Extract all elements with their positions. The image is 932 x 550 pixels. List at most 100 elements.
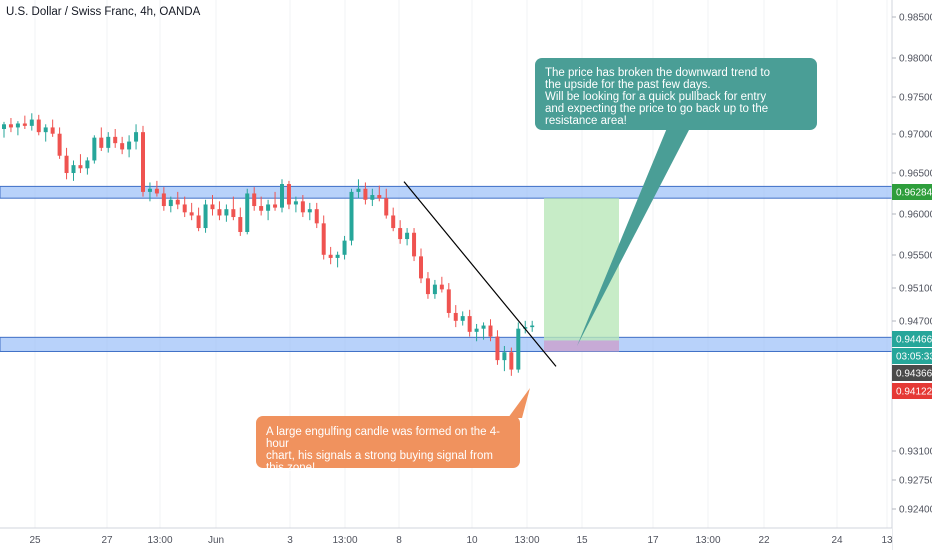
price-tag — [892, 184, 932, 200]
price-tick-label: 0.97500 — [899, 93, 932, 104]
candle-body-21 — [147, 188, 152, 192]
price-tick-label: 0.92400 — [899, 505, 932, 516]
candle-body-67 — [467, 316, 472, 332]
candle-body-19 — [134, 132, 139, 142]
candle-body-48 — [335, 254, 340, 258]
candle-body-44 — [307, 209, 312, 213]
price-tag-label: 0.94122 — [896, 387, 932, 398]
time-tick-label: 13:00 — [695, 535, 720, 546]
engulfing-callout: A large engulfing candle was formed on t… — [256, 416, 520, 474]
price-tick-label: 0.93100 — [899, 447, 932, 458]
candle-body-27 — [189, 212, 194, 216]
candle-body-11 — [78, 165, 83, 169]
candle-body-5 — [36, 119, 41, 133]
candle-body-33 — [231, 209, 236, 218]
candle-body-52 — [363, 188, 368, 200]
candle-body-75 — [523, 327, 528, 329]
candle-body-51 — [356, 188, 361, 192]
time-tick-label: 13:00 — [514, 535, 539, 546]
candle-body-6 — [43, 127, 48, 133]
candle-body-17 — [120, 143, 125, 150]
price-tag — [892, 365, 932, 381]
candle-body-13 — [92, 137, 97, 161]
time-tick-label: 13:00 — [147, 535, 172, 546]
price-tag — [892, 348, 932, 364]
candle-body-38 — [266, 204, 271, 211]
candle-body-49 — [342, 240, 347, 255]
candle-body-71 — [495, 336, 500, 361]
candle-body-35 — [245, 193, 250, 232]
time-tick-label: 22 — [758, 535, 770, 546]
candle-body-63 — [439, 284, 444, 290]
candle-body-58 — [405, 232, 410, 240]
candle-body-10 — [71, 165, 76, 174]
support-zone — [0, 336, 893, 352]
price-tick-label: 0.92750 — [899, 476, 932, 487]
candle-body-42 — [293, 201, 298, 205]
candle-body-29 — [203, 204, 208, 229]
candle-body-15 — [106, 136, 111, 148]
time-tick-label: 25 — [29, 535, 41, 546]
candle-body-40 — [280, 184, 284, 208]
time-tick-label: 13:00 — [332, 535, 357, 546]
price-tick-label: 0.96500 — [899, 169, 932, 180]
candle-body-37 — [259, 206, 264, 211]
time-tick-label: 10 — [466, 535, 478, 546]
price-tick-label: 0.96000 — [899, 210, 932, 221]
time-tick-label: 8 — [396, 535, 402, 546]
candle-body-47 — [328, 254, 333, 258]
candle-body-70 — [488, 325, 493, 337]
candle-body-54 — [377, 195, 382, 199]
candle-body-43 — [300, 201, 305, 213]
candle-body-8 — [57, 133, 62, 156]
candle-body-62 — [432, 284, 437, 295]
price-tick-label: 0.94700 — [899, 317, 932, 328]
candle-body-76 — [530, 325, 535, 328]
candle-body-22 — [154, 188, 159, 194]
resistance-zone — [0, 185, 893, 199]
price-tag — [892, 383, 932, 399]
candle-body-30 — [210, 204, 215, 210]
candle-body-68 — [474, 328, 479, 332]
candle-body-60 — [419, 256, 423, 279]
candle-body-25 — [175, 199, 180, 205]
time-tick-label: 15 — [576, 535, 588, 546]
candle-body-53 — [370, 195, 375, 200]
candle-body-69 — [481, 325, 486, 329]
candle-body-14 — [99, 137, 104, 148]
breakout-callout: The price has broken the downward trend … — [535, 58, 817, 130]
engulfing-callout-pointer — [508, 388, 530, 418]
candle-body-23 — [161, 193, 166, 207]
price-axis — [892, 0, 932, 550]
price-tick-label: 0.98000 — [899, 54, 932, 65]
candle-body-2 — [15, 123, 20, 128]
candle-body-50 — [349, 191, 354, 241]
time-tick-label: 17 — [647, 535, 659, 546]
candle-body-57 — [398, 228, 403, 240]
candle-body-3 — [22, 123, 27, 126]
candle-body-7 — [50, 127, 55, 134]
candle-body-16 — [113, 136, 118, 144]
time-tick-label: 3 — [287, 535, 293, 546]
time-tick-label: Jun — [208, 535, 224, 546]
candle-body-24 — [168, 199, 173, 207]
candle-body-46 — [321, 223, 326, 255]
candle-body-32 — [224, 209, 229, 216]
candle-body-12 — [85, 160, 90, 169]
price-tag-label: 0.94466 — [896, 335, 932, 346]
time-tick-label: 13 — [881, 535, 893, 546]
price-tick-label: 0.95100 — [899, 284, 932, 295]
candle-body-36 — [252, 193, 257, 207]
candle-body-1 — [8, 124, 13, 128]
price-tag-label: 0.94366 — [896, 369, 932, 380]
candle-body-26 — [182, 204, 187, 213]
candle-body-20 — [141, 132, 145, 192]
candle-body-59 — [412, 232, 417, 257]
trend-line — [403, 181, 557, 367]
candle-body-9 — [64, 155, 69, 174]
candle-body-39 — [273, 204, 278, 208]
candle-body-66 — [460, 316, 465, 321]
candle-body-45 — [314, 209, 319, 224]
candle-body-73 — [509, 352, 514, 370]
price-tag-label: 0.96284 — [896, 188, 932, 199]
